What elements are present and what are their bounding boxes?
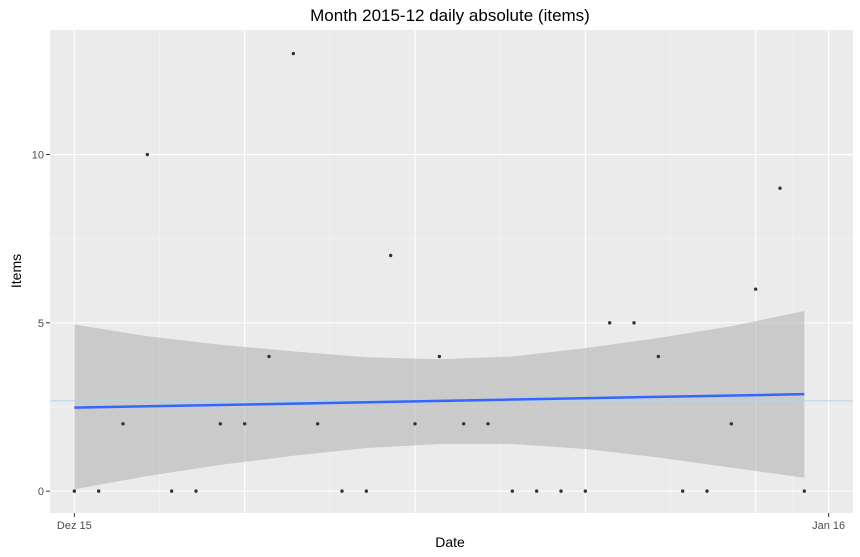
data-point xyxy=(364,489,369,493)
grid xyxy=(50,30,853,513)
axes: 0 5 10 Dez 15 Jan 16 xyxy=(32,150,845,532)
data-point xyxy=(291,51,296,56)
data-point xyxy=(486,422,490,426)
plot-panel xyxy=(50,30,853,513)
data-point xyxy=(169,489,174,493)
data-point xyxy=(510,489,515,493)
data-point xyxy=(72,489,77,493)
data-point xyxy=(267,354,271,359)
data-point xyxy=(753,287,758,291)
data-point xyxy=(315,422,320,426)
data-point xyxy=(656,354,661,359)
data-point xyxy=(194,489,198,493)
data-point xyxy=(607,321,612,325)
data-point xyxy=(583,489,588,493)
points-layer xyxy=(72,51,807,493)
data-point xyxy=(461,422,466,426)
y-tick-label: 0 xyxy=(38,486,44,498)
data-point xyxy=(218,422,223,426)
data-point xyxy=(145,152,150,157)
x-tick-label: Jan 16 xyxy=(812,520,845,532)
data-point xyxy=(778,186,782,190)
chart-title: Month 2015-12 daily absolute (items) xyxy=(310,6,590,25)
data-point xyxy=(388,253,393,258)
data-point xyxy=(242,422,247,426)
trend-line xyxy=(74,392,805,409)
lines-layer xyxy=(50,392,853,409)
data-point xyxy=(121,422,125,426)
y-tick-label: 5 xyxy=(38,318,44,330)
data-point xyxy=(534,489,539,493)
data-point xyxy=(632,321,636,325)
data-point xyxy=(96,489,101,493)
data-point xyxy=(340,489,344,493)
x-tick-label: Dez 15 xyxy=(57,520,92,532)
data-point xyxy=(729,422,734,426)
data-point xyxy=(680,489,685,493)
data-point xyxy=(559,489,563,493)
y-axis-title: Items xyxy=(8,254,24,288)
data-point xyxy=(705,489,709,493)
data-point xyxy=(802,489,807,493)
y-tick-label: 10 xyxy=(32,150,44,162)
data-point xyxy=(413,422,417,426)
x-axis-title: Date xyxy=(435,534,465,550)
data-point xyxy=(437,354,442,359)
